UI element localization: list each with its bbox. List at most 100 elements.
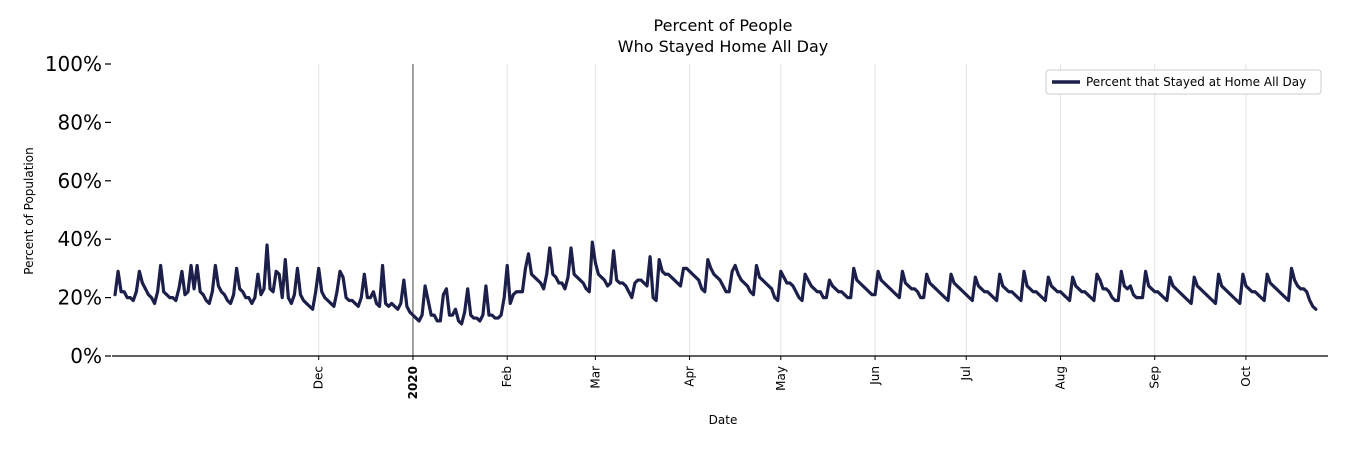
data-point bbox=[424, 285, 426, 287]
data-point bbox=[746, 285, 749, 287]
data-point bbox=[354, 302, 357, 305]
data-point bbox=[184, 293, 186, 296]
data-point bbox=[1138, 296, 1141, 299]
data-point bbox=[162, 290, 165, 293]
data-point bbox=[637, 279, 639, 281]
data-point bbox=[965, 293, 968, 296]
data-point bbox=[1053, 288, 1056, 290]
data-point bbox=[1032, 290, 1034, 293]
data-point bbox=[375, 302, 378, 305]
data-point bbox=[643, 282, 645, 284]
data-point bbox=[524, 267, 527, 270]
data-point bbox=[442, 293, 445, 296]
data-point bbox=[995, 299, 998, 302]
data-point bbox=[345, 296, 347, 299]
data-point bbox=[968, 296, 971, 299]
data-point bbox=[266, 244, 268, 246]
data-point bbox=[433, 314, 436, 316]
data-point bbox=[998, 273, 1001, 276]
data-point bbox=[1302, 288, 1305, 290]
data-point bbox=[700, 288, 703, 290]
data-point bbox=[144, 288, 147, 290]
data-point bbox=[916, 290, 919, 293]
data-point bbox=[1153, 290, 1156, 293]
data-point bbox=[962, 290, 964, 293]
data-point bbox=[287, 296, 290, 299]
y-axis-label: Percent of Population bbox=[22, 147, 36, 274]
data-point bbox=[722, 285, 724, 287]
data-point bbox=[773, 296, 776, 299]
data-point bbox=[971, 299, 974, 302]
data-point bbox=[1105, 288, 1107, 290]
data-point bbox=[1172, 285, 1174, 287]
data-point bbox=[1266, 273, 1268, 276]
data-point bbox=[603, 279, 606, 281]
data-point bbox=[1147, 285, 1150, 287]
data-point bbox=[767, 285, 770, 287]
data-point bbox=[469, 314, 472, 316]
data-point bbox=[1160, 293, 1162, 296]
data-point bbox=[1102, 288, 1104, 290]
data-point bbox=[752, 293, 755, 296]
data-point bbox=[542, 288, 545, 290]
data-point bbox=[552, 273, 554, 276]
data-point bbox=[713, 273, 715, 276]
data-point bbox=[1114, 299, 1116, 302]
data-point bbox=[178, 288, 180, 290]
data-point bbox=[314, 290, 317, 293]
data-point bbox=[673, 279, 676, 281]
data-point bbox=[813, 288, 816, 290]
data-point bbox=[114, 293, 116, 296]
data-point bbox=[1284, 296, 1287, 299]
data-point bbox=[226, 299, 229, 302]
data-point bbox=[564, 288, 566, 290]
data-point bbox=[834, 288, 837, 290]
data-point bbox=[1178, 290, 1180, 293]
data-point bbox=[1163, 296, 1165, 299]
data-point bbox=[220, 290, 223, 293]
data-point bbox=[728, 290, 730, 293]
data-point bbox=[199, 290, 201, 293]
data-point bbox=[843, 293, 846, 296]
data-point bbox=[941, 293, 943, 296]
data-point bbox=[181, 270, 183, 273]
data-point bbox=[910, 288, 913, 290]
chart-title-line-2: Who Stayed Home All Day bbox=[618, 37, 828, 56]
data-point bbox=[822, 296, 825, 299]
legend-label: Percent that Stayed at Home All Day bbox=[1086, 75, 1306, 89]
data-point bbox=[521, 290, 524, 293]
data-point bbox=[333, 305, 335, 308]
data-point bbox=[1305, 290, 1308, 293]
data-point bbox=[798, 296, 800, 299]
data-point bbox=[1248, 288, 1250, 290]
data-point bbox=[1202, 290, 1205, 293]
data-point bbox=[764, 282, 767, 284]
data-point bbox=[153, 302, 156, 305]
y-tick-label: 100% bbox=[45, 52, 102, 76]
data-point bbox=[1026, 285, 1028, 287]
data-point bbox=[403, 279, 405, 281]
data-point bbox=[1011, 290, 1013, 293]
data-point bbox=[1111, 296, 1113, 299]
data-point bbox=[761, 279, 764, 281]
data-point bbox=[932, 285, 934, 287]
data-point bbox=[1150, 288, 1153, 290]
data-point bbox=[1087, 293, 1089, 296]
data-point bbox=[211, 290, 214, 293]
data-point bbox=[1123, 285, 1126, 287]
data-point bbox=[1181, 293, 1183, 296]
data-point bbox=[1108, 290, 1110, 293]
data-point bbox=[670, 276, 673, 278]
data-point bbox=[1090, 296, 1092, 299]
legend-box bbox=[1045, 69, 1322, 95]
data-point bbox=[223, 293, 226, 296]
data-point bbox=[412, 314, 414, 316]
data-point bbox=[141, 282, 144, 284]
data-point bbox=[260, 293, 262, 296]
data-point bbox=[1299, 288, 1302, 290]
data-point bbox=[150, 296, 153, 299]
data-point bbox=[269, 288, 271, 290]
data-point bbox=[324, 296, 326, 299]
